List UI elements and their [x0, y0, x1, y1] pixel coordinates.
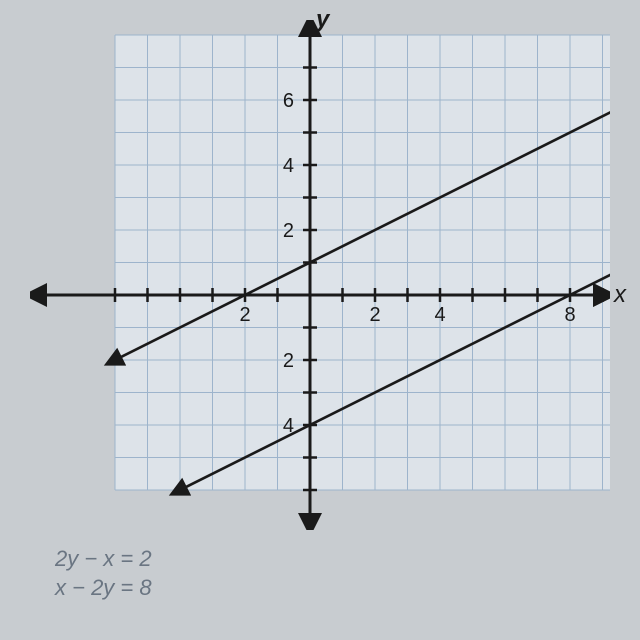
svg-text:2: 2 — [283, 220, 294, 242]
svg-text:2: 2 — [283, 350, 294, 372]
svg-text:2: 2 — [239, 304, 250, 326]
svg-text:4: 4 — [283, 155, 294, 177]
equation-2: x − 2y = 8 — [55, 574, 152, 603]
svg-text:8: 8 — [564, 304, 575, 326]
svg-text:2: 2 — [369, 304, 380, 326]
equation-1: 2y − x = 2 — [55, 545, 152, 574]
svg-text:6: 6 — [283, 90, 294, 112]
system-equations: 2y − x = 2 x − 2y = 8 — [55, 545, 152, 602]
svg-text:4: 4 — [434, 304, 445, 326]
x-axis-label: x — [614, 281, 626, 309]
coordinate-graph: 224864224 — [30, 20, 610, 530]
y-axis-label: y — [316, 6, 329, 34]
